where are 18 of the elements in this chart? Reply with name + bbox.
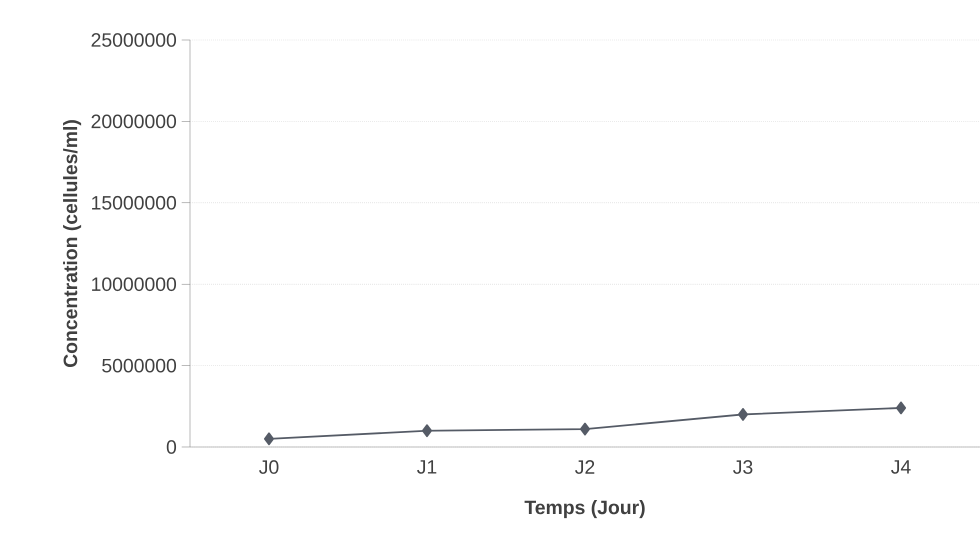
point xyxy=(580,422,590,436)
point xyxy=(264,432,274,446)
x-tick-label: J1 xyxy=(417,460,436,474)
point xyxy=(422,424,432,438)
point xyxy=(896,401,906,414)
x-tick-label: J0 xyxy=(259,460,278,474)
y-tick-label: 5000000 xyxy=(102,358,176,372)
y-tick-label: 15000000 xyxy=(92,196,176,210)
point xyxy=(738,408,748,421)
x-tick-label: J2 xyxy=(575,460,594,474)
y-tick-label: 25000000 xyxy=(92,33,176,47)
x-axis-title: Temps (Jour) xyxy=(524,500,645,518)
y-tick-label: 20000000 xyxy=(92,114,176,128)
y-tick-label: 0 xyxy=(166,440,176,454)
y-tick-label: 10000000 xyxy=(92,277,176,292)
y-axis-title: Concentration (cellules/ml) xyxy=(63,120,82,368)
x-tick-label: J4 xyxy=(891,460,911,474)
x-tick-label: J3 xyxy=(733,460,752,474)
